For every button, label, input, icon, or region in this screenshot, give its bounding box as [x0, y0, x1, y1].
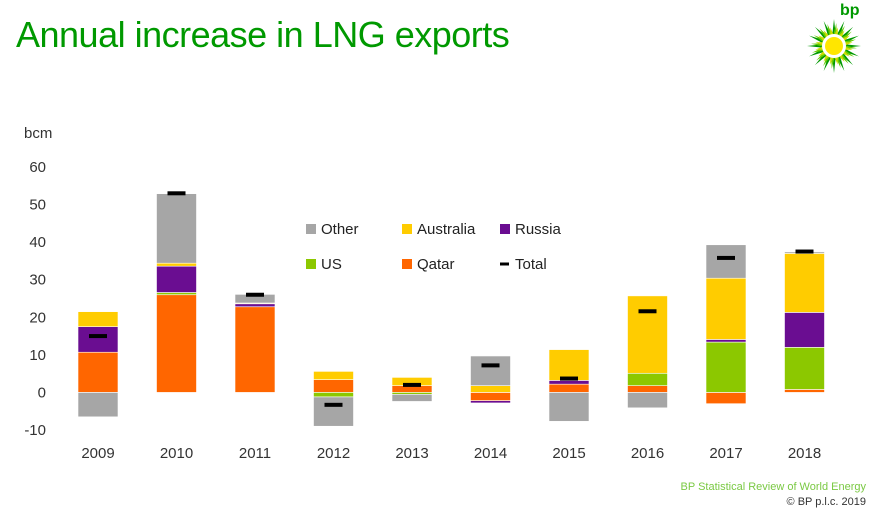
legend-swatch-total	[500, 262, 509, 266]
brand-wordmark: bp	[840, 2, 860, 19]
bar-russia-2011	[234, 303, 276, 308]
y-tick-label: 30	[29, 272, 46, 289]
total-marker-2009	[89, 334, 107, 339]
legend-label-russia: Russia	[515, 221, 562, 238]
y-tick-label: 20	[29, 309, 46, 326]
y-tick-label: -10	[24, 422, 46, 439]
y-tick-label: 0	[38, 384, 46, 401]
legend-swatch-russia	[500, 224, 510, 234]
bar-russia-2009	[77, 326, 119, 353]
total-marker-2013	[403, 382, 421, 387]
source-note: BP Statistical Review of World Energy	[680, 481, 866, 493]
bar-other-2012	[313, 396, 354, 427]
bar-russia-2010	[156, 265, 197, 293]
total-marker-2014	[481, 363, 500, 368]
bar-qatar-2016	[627, 385, 668, 393]
bar-australia-2012	[313, 371, 354, 380]
legend-label-australia: Australia	[417, 221, 476, 238]
bar-australia-2018	[784, 253, 825, 313]
x-tick-label: 2016	[631, 445, 664, 462]
total-marker-2011	[246, 292, 264, 297]
x-tick-label: 2017	[709, 445, 742, 462]
bar-other-2016	[627, 392, 668, 409]
legend-label-other: Other	[321, 221, 359, 238]
bp-helios-logo-icon	[807, 19, 861, 73]
x-tick-label: 2011	[239, 445, 271, 462]
bar-qatar-2015	[548, 383, 590, 393]
y-tick-label: 60	[29, 159, 46, 176]
y-axis-label: bcm	[24, 125, 52, 142]
bar-other-2017	[705, 244, 747, 279]
bar-us-2010	[156, 292, 197, 296]
bar-us-2017	[705, 341, 747, 393]
y-tick-label: 40	[29, 234, 46, 251]
bar-other-2014	[470, 355, 511, 386]
y-tick-label: 10	[29, 347, 46, 364]
x-tick-label: 2012	[317, 445, 350, 462]
bar-qatar-2014	[470, 392, 511, 401]
legend-swatch-qatar	[402, 259, 412, 269]
bar-russia-2014	[470, 400, 511, 404]
x-tick-label: 2009	[81, 445, 114, 462]
bar-australia-2016	[627, 295, 668, 374]
bar-russia-2017	[705, 339, 747, 343]
total-marker-2012	[324, 402, 343, 407]
x-tick-label: 2010	[160, 445, 193, 462]
x-tick-label: 2015	[552, 445, 585, 462]
bar-qatar-2010	[156, 294, 197, 393]
bar-australia-2017	[705, 277, 747, 340]
bar-australia-2014	[470, 385, 511, 393]
bar-other-2015	[548, 392, 590, 422]
bar-other-2013	[391, 394, 433, 402]
total-marker-2015	[560, 376, 578, 381]
bar-russia-2015	[548, 380, 590, 385]
x-tick-label: 2014	[474, 445, 507, 462]
x-tick-label: 2018	[788, 445, 821, 462]
total-marker-2018	[795, 249, 814, 254]
total-marker-2016	[638, 309, 657, 314]
bar-us-2016	[627, 372, 668, 386]
copyright-note: © BP p.l.c. 2019	[786, 496, 866, 508]
bar-qatar-2009	[77, 351, 119, 393]
chart-title: Annual increase in LNG exports	[16, 14, 510, 55]
bar-qatar-2018	[784, 389, 825, 393]
bar-us-2018	[784, 347, 825, 390]
legend-swatch-australia	[402, 224, 412, 234]
bar-australia-2010	[156, 262, 197, 267]
bar-other-2010	[156, 193, 197, 264]
bar-qatar-2017	[705, 392, 747, 404]
bar-other-2009	[77, 392, 119, 418]
x-tick-label: 2013	[395, 445, 428, 462]
total-marker-2017	[717, 255, 735, 260]
total-marker-2010	[167, 191, 186, 196]
legend-label-qatar: Qatar	[417, 256, 455, 273]
bar-russia-2018	[784, 312, 825, 348]
bar-australia-2015	[548, 349, 590, 381]
legend-swatch-us	[306, 259, 316, 269]
bar-us-2012	[313, 392, 354, 398]
bar-qatar-2011	[234, 306, 276, 393]
bar-qatar-2012	[313, 379, 354, 393]
legend-swatch-other	[306, 224, 316, 234]
y-tick-label: 50	[29, 197, 46, 214]
legend-label-us: US	[321, 256, 342, 273]
bar-australia-2009	[77, 311, 119, 327]
legend-label-total: Total	[515, 256, 547, 273]
